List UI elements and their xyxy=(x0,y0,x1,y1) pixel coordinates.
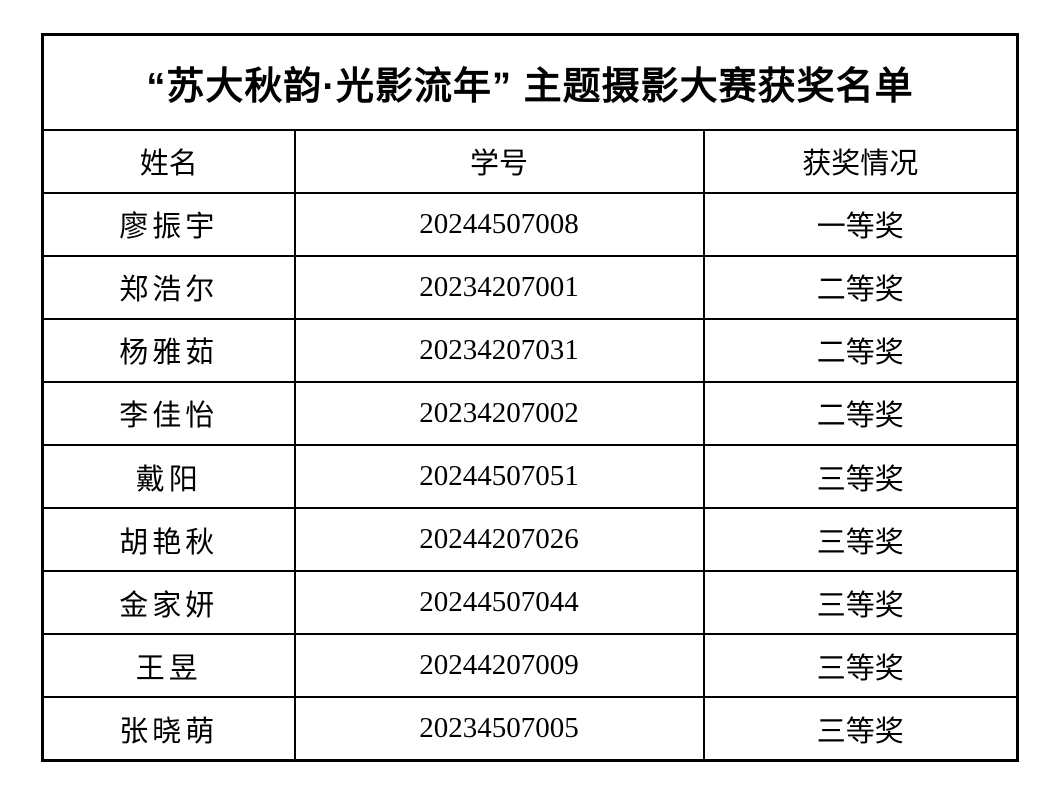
cell-award: 三等奖 xyxy=(702,570,1019,636)
cell-student-id: 20234507005 xyxy=(293,696,705,762)
cell-award: 二等奖 xyxy=(702,254,1019,320)
cell-student-id: 20234207001 xyxy=(293,254,705,320)
column-header-student-id: 学号 xyxy=(293,128,705,194)
table-row: 胡艳秋 20244207026 三等奖 xyxy=(41,507,1019,573)
column-header-name: 姓名 xyxy=(41,128,296,194)
table-row: 杨雅茹 20234207031 二等奖 xyxy=(41,317,1019,383)
cell-award: 三等奖 xyxy=(702,444,1019,510)
cell-award: 一等奖 xyxy=(702,191,1019,257)
table-row: 郑浩尔 20234207001 二等奖 xyxy=(41,254,1019,320)
cell-student-id: 20244207009 xyxy=(293,633,705,699)
cell-award: 三等奖 xyxy=(702,633,1019,699)
cell-name: 王昱 xyxy=(41,633,296,699)
cell-name: 张晓萌 xyxy=(41,696,296,762)
table-row: 张晓萌 20234507005 三等奖 xyxy=(41,696,1019,762)
cell-award: 三等奖 xyxy=(702,696,1019,762)
cell-student-id: 20234207031 xyxy=(293,317,705,383)
cell-student-id: 20234207002 xyxy=(293,380,705,447)
cell-name: 廖振宇 xyxy=(41,191,296,257)
cell-name: 金家妍 xyxy=(41,570,296,636)
cell-student-id: 20244207026 xyxy=(293,507,705,573)
table-title: “苏大秋韵·光影流年” 主题摄影大赛获奖名单 xyxy=(41,33,1019,131)
cell-student-id: 20244507008 xyxy=(293,191,705,257)
table-header-row: 姓名 学号 获奖情况 xyxy=(41,128,1019,194)
cell-name: 杨雅茹 xyxy=(41,317,296,383)
table-row: 李佳怡 20234207002 二等奖 xyxy=(41,380,1019,447)
cell-name: 胡艳秋 xyxy=(41,507,296,573)
cell-award: 二等奖 xyxy=(702,380,1019,447)
table-row: 王昱 20244207009 三等奖 xyxy=(41,633,1019,699)
table-row: 金家妍 20244507044 三等奖 xyxy=(41,570,1019,636)
table-row: 廖振宇 20244507008 一等奖 xyxy=(41,191,1019,257)
cell-name: 郑浩尔 xyxy=(41,254,296,320)
cell-name: 李佳怡 xyxy=(41,380,296,447)
table-row: 戴阳 20244507051 三等奖 xyxy=(41,444,1019,510)
cell-student-id: 20244507044 xyxy=(293,570,705,636)
cell-award: 三等奖 xyxy=(702,507,1019,573)
column-header-award: 获奖情况 xyxy=(702,128,1019,194)
award-winners-table: “苏大秋韵·光影流年” 主题摄影大赛获奖名单 姓名 学号 获奖情况 廖振宇 20… xyxy=(41,33,1020,762)
cell-award: 二等奖 xyxy=(702,317,1019,383)
table-title-row: “苏大秋韵·光影流年” 主题摄影大赛获奖名单 xyxy=(41,33,1019,131)
cell-name: 戴阳 xyxy=(41,444,296,510)
cell-student-id: 20244507051 xyxy=(293,444,705,510)
